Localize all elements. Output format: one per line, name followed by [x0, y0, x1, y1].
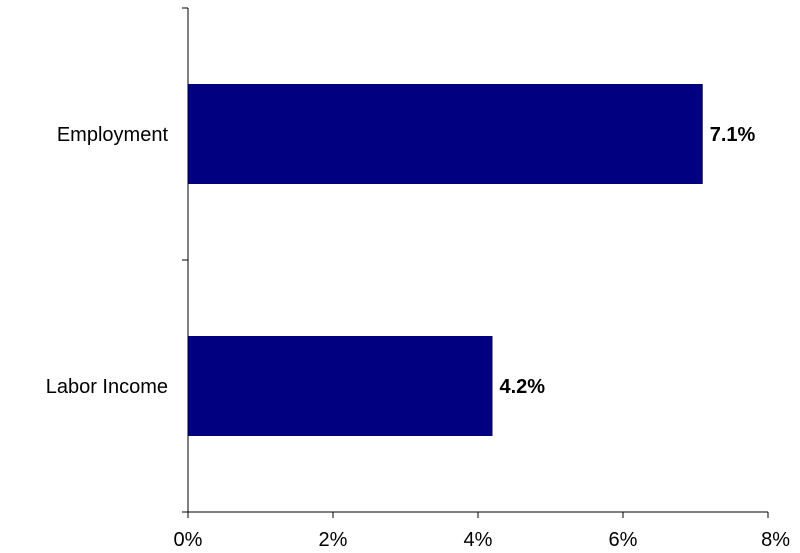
x-tick-label: 4% — [464, 529, 493, 551]
bar-labor-income — [188, 336, 493, 436]
axes-layer — [182, 7, 769, 518]
data-label-employment: 7.1% — [710, 124, 756, 146]
labels-layer: Employment 7.1% Labor Income 4.2% 0% 2% 4% 6% 8% — [46, 124, 791, 551]
bar-employment — [188, 84, 703, 184]
x-tick-label: 2% — [319, 529, 348, 551]
bars-layer — [188, 84, 703, 436]
category-label-employment: Employment — [57, 124, 169, 146]
category-label-labor-income: Labor Income — [46, 376, 168, 398]
x-tick-label: 0% — [174, 529, 203, 551]
x-tick-label: 8% — [761, 529, 790, 551]
data-label-labor-income: 4.2% — [500, 376, 546, 398]
x-tick-label: 6% — [609, 529, 638, 551]
